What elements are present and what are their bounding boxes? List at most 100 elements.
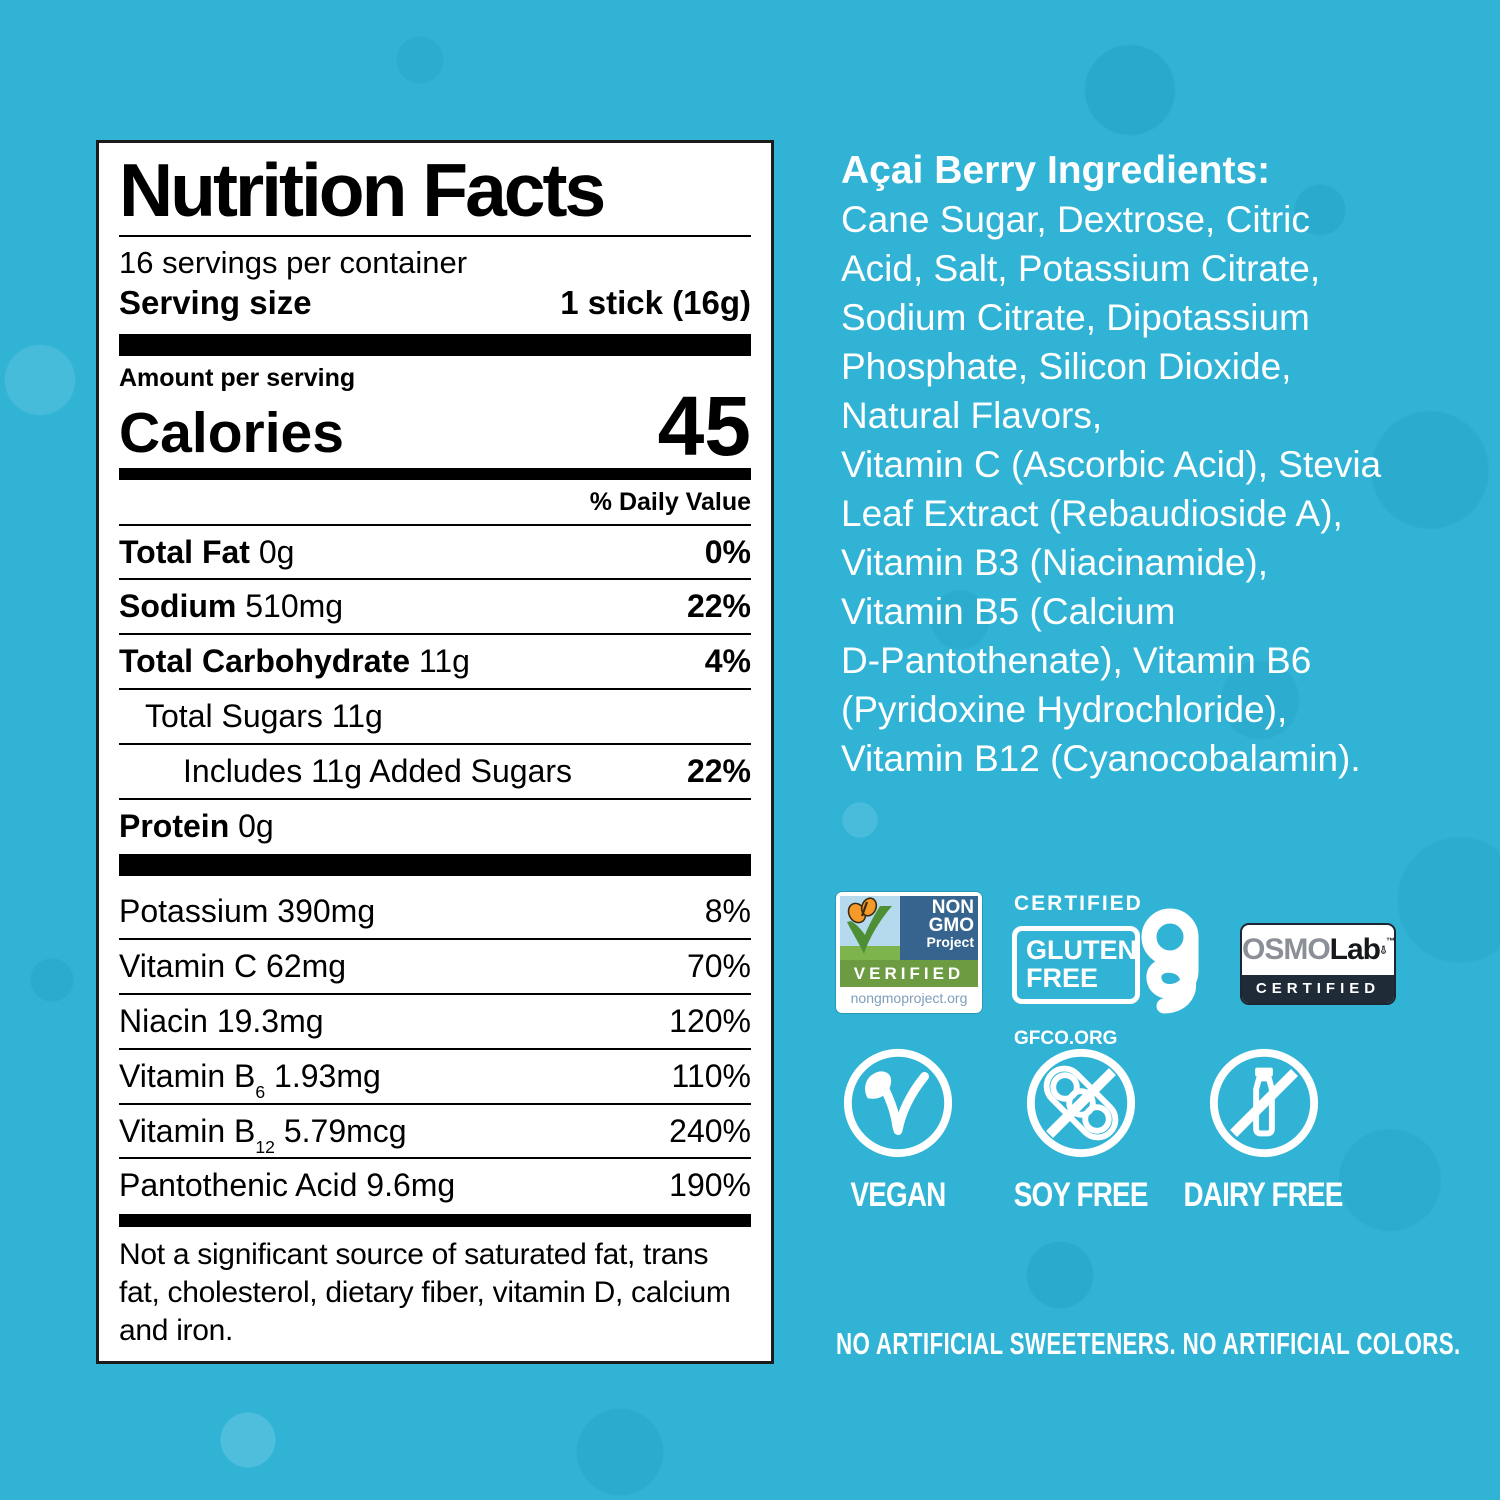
non-gmo-verified-bar: VERIFIED [840,960,978,987]
vegan-label: VEGAN [849,1176,946,1214]
dairy-free-claim: DAIRY FREE [1172,1044,1355,1215]
butterfly [847,897,878,924]
gf-free: FREE [1026,963,1099,994]
no-soy-icon [1026,1048,1135,1158]
calories-label: Calories [119,400,344,465]
ingredient-line: Cane Sugar, Dextrose, Citric [841,199,1310,240]
gluten-free-g-icon [1141,908,1199,1014]
ingredient-line: Vitamin C (Ascorbic Acid), Stevia [841,444,1382,485]
micronutrient-row: Vitamin C 62mg 70% [119,938,751,993]
servings-per-container: 16 servings per container [119,245,468,280]
ingredient-line: Natural Flavors, [841,395,1103,436]
vegan-plant-icon [843,1048,952,1158]
diet-claims-row: VEGAN SOY FREE DAIRY FREE [806,1044,1355,1215]
footnote-text: Not a significant source of saturated fa… [119,1238,731,1348]
gf-text-box: GLUTEN FREE [1012,926,1140,1004]
soy-free-label: SOY FREE [1013,1176,1149,1214]
nutrition-facts-panel: Nutrition Facts 16 servings per containe… [96,140,774,1364]
micronutrient-daily-value: 190% [669,1167,751,1204]
ingredient-line: Sodium Citrate, Dipotassium [841,297,1310,338]
nutrient-name: Protein 0g [119,807,274,844]
ingredient-line: Leaf Extract (Rebaudioside A), [841,493,1343,534]
calories-row: Calories 45 [119,379,751,474]
micronutrient-name: Vitamin B6 1.93mg [119,1057,381,1103]
non-gmo-line3: Project [926,934,974,950]
nutrient-daily-value: 22% [686,588,751,625]
ingredients-list: Cane Sugar, Dextrose, Citric Acid, Salt, … [841,195,1491,783]
vegan-claim: VEGAN [806,1044,989,1215]
nutrient-row: Sodium 510mg 22% [119,578,751,633]
micronutrient-daily-value: 70% [686,948,751,985]
ingredient-line: (Pyridoxine Hydrochloride), [841,689,1288,730]
micronutrient-daily-value: 120% [669,1003,751,1040]
no-artificial-claim: NO ARTIFICIAL SWEETENERS. NO ARTIFICIAL … [836,1326,1461,1361]
osmo-text: OSMO [1242,933,1331,966]
calories-value: 45 [657,379,751,474]
gfco-org-label: GFCO.ORG [1014,1028,1118,1049]
nutrient-daily-value: 22% [686,752,751,789]
serving-size-row: Serving size 1 stick (16g) [119,284,751,322]
micronutrient-name: Potassium 390mg [119,893,376,930]
ingredient-line: Vitamin B12 (Cyanocobalamin). [841,738,1361,779]
nutrient-row: Total Carbohydrate 11g 4% [119,633,751,688]
amount-per-serving-label: Amount per serving [119,363,356,392]
nutrient-daily-value: 0% [704,533,751,570]
micronutrient-name: Pantothenic Acid 9.6mg [119,1167,456,1204]
certified-gluten-free-badge: CERTIFIED GLUTEN FREE GFCO.ORG [1012,892,1216,1050]
butterfly-grass-icon [840,897,900,960]
ingredients-heading: Açai Berry Ingredients: [841,149,1271,192]
flask-icon [1381,945,1386,954]
nutrition-facts-title: Nutrition Facts [119,148,606,232]
no-dairy-icon [1209,1048,1318,1158]
nutrient-daily-value: 4% [704,643,751,680]
thick-divider-bar [119,854,751,877]
micronutrient-daily-value: 8% [704,893,751,930]
nutrient-name: Total Fat 0g [119,533,295,570]
nutrient-name: Total Carbohydrate 11g [119,643,470,680]
non-gmo-artwork: NON GMO Project [840,896,978,960]
ingredient-line: Acid, Salt, Potassium Citrate, [841,248,1321,289]
daily-value-header: % Daily Value [589,487,751,516]
ingredients-section: Açai Berry Ingredients: Cane Sugar, Dext… [841,146,1491,783]
gf-gluten: GLUTEN [1026,935,1137,965]
micronutrient-daily-value: 240% [669,1112,751,1149]
nutrient-row: Total Fat 0g 0% [119,523,751,579]
non-gmo-url: nongmoproject.org [840,987,978,1009]
dairy-free-label: DAIRY FREE [1183,1176,1344,1214]
ingredient-line: D-Pantothenate), Vitamin B6 [841,640,1312,681]
soy-free-claim: SOY FREE [989,1044,1172,1215]
nutrient-rows: Total Fat 0g 0% Sodium 510mg 22% Total Carbo… [119,523,751,853]
micronutrient-name: Vitamin C 62mg [119,948,347,985]
nutrient-name: Includes 11g Added Sugars [183,752,573,789]
micronutrient-row: Niacin 19.3mg 120% [119,993,751,1048]
lab-text: Lab [1329,933,1381,966]
nutrient-row: Protein 0g [119,797,751,853]
micronutrient-row: Potassium 390mg 8% [119,885,751,938]
osmolab-tm: ™ [1386,936,1394,946]
ingredient-line: Vitamin B5 (Calcium [841,591,1176,632]
certification-badges: NON GMO Project VERIFIED nongmoproject.o… [836,892,1396,1050]
non-gmo-wordmark: NON GMO Project [926,897,974,950]
micronutrient-row: Vitamin B6 1.93mg 110% [119,1047,751,1103]
gf-certified-label: CERTIFIED [1014,892,1143,915]
micronutrient-name: Vitamin B12 5.79mcg [119,1112,407,1157]
nutrient-row: Total Sugars 11g [119,688,751,743]
micronutrient-rows: Potassium 390mg 8% Vitamin C 62mg 70% Niacin… [119,885,751,1212]
ingredient-line: Phosphate, Silicon Dioxide, [841,346,1292,387]
micronutrient-daily-value: 110% [671,1057,751,1094]
gf-mark: GLUTEN FREE [1012,908,1216,1025]
osmolab-wordmark: OSMO Lab ™ [1242,925,1394,975]
non-gmo-line2: GMO [928,915,974,936]
nutrient-row: Includes 11g Added Sugars 22% [119,742,751,798]
non-gmo-line1: NON [931,897,974,918]
divider [119,235,751,237]
serving-size-label: Serving size [119,283,312,321]
micronutrient-row: Pantothenic Acid 9.6mg 190% [119,1157,751,1212]
non-gmo-project-badge: NON GMO Project VERIFIED nongmoproject.o… [836,892,982,1013]
ingredient-line: Vitamin B3 (Niacinamide), [841,542,1269,583]
serving-size-value: 1 stick (16g) [560,283,751,321]
micronutrient-row: Vitamin B12 5.79mcg 240% [119,1102,751,1158]
osmolab-certified-badge: OSMO Lab ™ CERTIFIED [1240,923,1396,1005]
osmolab-certified-bar: CERTIFIED [1242,975,1394,1003]
medium-divider-bar [119,467,751,480]
